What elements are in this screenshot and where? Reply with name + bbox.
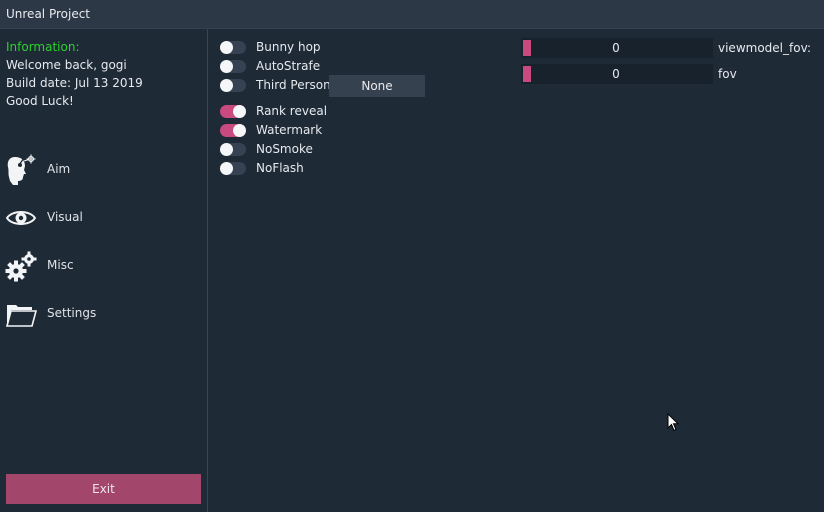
nav-item-aim[interactable]: Aim: [0, 150, 207, 190]
toggle-knob: [220, 41, 233, 54]
noflash-label: NoFlash: [256, 161, 304, 175]
title-bar: Unreal Project: [0, 0, 824, 29]
crosshair-head-icon: [7, 154, 36, 185]
toggle-knob: [220, 60, 233, 73]
toggle-knob: [220, 143, 233, 156]
viewmodel-fov-value: 0: [612, 41, 620, 55]
nosmoke-toggle[interactable]: [220, 143, 246, 156]
fov-value: 0: [612, 67, 620, 81]
rank-reveal-label: Rank reveal: [256, 104, 328, 118]
fov-label: fov: [718, 67, 737, 81]
bunny-hop-label: Bunny hop: [256, 40, 321, 54]
nav-item-settings[interactable]: Settings: [0, 294, 207, 334]
autostrafe-label: AutoStrafe: [256, 59, 321, 73]
nav-label-visual: Visual: [47, 210, 83, 224]
nav-item-misc[interactable]: Misc: [0, 246, 207, 286]
exit-button[interactable]: Exit: [6, 474, 201, 504]
watermark-label: Watermark: [256, 123, 323, 137]
build-date-text: Build date: Jul 13 2019: [6, 76, 143, 90]
nav-label-aim: Aim: [47, 162, 71, 176]
slider-grab[interactable]: [523, 66, 531, 82]
viewmodel-fov-slider[interactable]: 0: [521, 38, 713, 58]
noflash-toggle[interactable]: [220, 162, 246, 175]
third-person-label: Third Person: [256, 78, 331, 92]
mouse-cursor-icon: [667, 413, 679, 432]
slider-grab[interactable]: [523, 40, 531, 56]
sidebar: Information: Welcome back, gogi Build da…: [0, 29, 208, 512]
toggle-knob: [233, 124, 246, 137]
watermark-toggle[interactable]: [220, 124, 246, 137]
third-person-key-button[interactable]: None: [329, 75, 425, 97]
folder-icon: [5, 305, 37, 327]
nav-label-misc: Misc: [47, 258, 74, 272]
nosmoke-label: NoSmoke: [256, 142, 313, 156]
toggle-knob: [220, 162, 233, 175]
info-panel: Information: Welcome back, gogi Build da…: [6, 38, 143, 110]
welcome-text: Welcome back, gogi: [6, 58, 127, 72]
nav-label-settings: Settings: [47, 306, 97, 320]
toggle-knob: [233, 105, 246, 118]
nav-item-visual[interactable]: Visual: [0, 198, 207, 238]
autostrafe-toggle[interactable]: [220, 60, 246, 73]
viewmodel-fov-label: viewmodel_fov:: [718, 41, 812, 55]
fov-slider[interactable]: 0: [521, 64, 713, 84]
good-luck-text: Good Luck!: [6, 94, 74, 108]
info-header: Information:: [6, 40, 80, 54]
window-title: Unreal Project: [6, 7, 90, 21]
gears-icon: [5, 251, 37, 282]
rank-reveal-toggle[interactable]: [220, 105, 246, 118]
toggle-knob: [220, 79, 233, 92]
bunny-hop-toggle[interactable]: [220, 41, 246, 54]
third-person-toggle[interactable]: [220, 79, 246, 92]
eye-icon: [5, 211, 37, 225]
